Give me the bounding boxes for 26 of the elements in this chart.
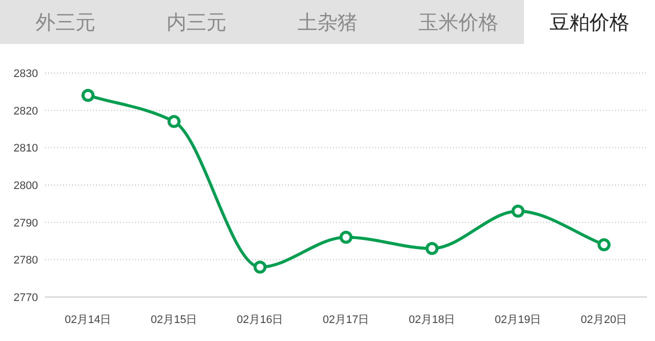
point: [512, 204, 524, 218]
point: [82, 88, 94, 102]
x-tick-label: 02月17日: [322, 314, 370, 326]
x-tick-label: 02月14日: [64, 314, 112, 326]
text: 外三元: [36, 12, 96, 34]
text: 玉米价格: [418, 12, 498, 34]
text: 内三元: [166, 12, 226, 34]
y-tick-label: 2810: [14, 142, 38, 155]
y-tick-label: 2800: [14, 180, 38, 192]
y-tick-label: 2790: [14, 217, 38, 230]
x-tick-label: 02月18日: [408, 314, 456, 326]
point: [254, 260, 266, 274]
x-tick-label: 02月20日: [580, 314, 628, 326]
point: [598, 238, 610, 252]
y-tick-label: 2780: [14, 254, 38, 267]
point: [340, 230, 352, 244]
point: [426, 242, 438, 255]
y-tick-label: 2770: [14, 292, 38, 304]
text: 土杂猪: [298, 12, 358, 34]
x-tick-label: 02月19日: [494, 314, 542, 326]
y-tick-label: 2820: [14, 105, 38, 118]
chart-title: 豆粕价格: [550, 12, 630, 34]
x-tick-label: 02月16日: [236, 314, 284, 326]
y-tick-label: 2830: [14, 68, 38, 80]
point: [168, 115, 180, 128]
x-tick-label: 02月15日: [150, 314, 198, 326]
